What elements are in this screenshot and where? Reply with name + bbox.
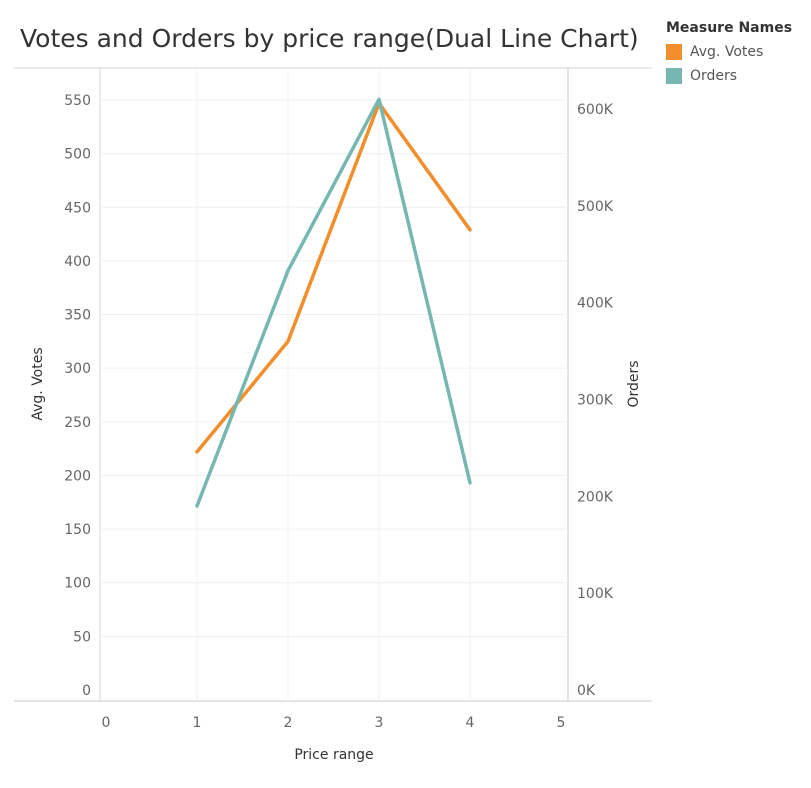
y-right-tick-label: 500K <box>577 199 614 215</box>
y-right-tick-label: 400K <box>577 296 614 312</box>
y-right-tick-label: 300K <box>577 393 614 409</box>
legend-label-orders: Orders <box>690 68 738 84</box>
y-left-axis-title: Avg. Votes <box>30 347 46 420</box>
y-left-tick-label: 100 <box>64 576 91 592</box>
x-tick-label: 5 <box>557 715 566 731</box>
y-right-tick-label: 0K <box>577 683 596 699</box>
y-left-tick-label: 350 <box>64 308 91 324</box>
x-tick-label: 1 <box>193 715 202 731</box>
legend-item-orders[interactable]: Orders <box>666 64 792 88</box>
series-line-orders <box>195 97 472 508</box>
legend-label-avg-votes: Avg. Votes <box>690 44 764 60</box>
y-left-tick-label: 550 <box>64 93 91 109</box>
y-right-tick-label: 200K <box>577 489 614 505</box>
y-left-tick-label: 250 <box>64 415 91 431</box>
x-tick-label: 4 <box>466 715 475 731</box>
y-right-tick-label: 600K <box>577 102 614 118</box>
y-right-axis-title: Orders <box>626 360 642 407</box>
x-tick-label: 0 <box>102 715 111 731</box>
legend-swatch-avg-votes <box>666 44 682 60</box>
legend-item-avg-votes[interactable]: Avg. Votes <box>666 40 792 64</box>
series-line-avg-votes <box>195 101 472 454</box>
y-left-tick-label: 500 <box>64 147 91 163</box>
legend-title: Measure Names <box>666 20 793 36</box>
y-left-tick-label: 300 <box>64 361 91 377</box>
chart-title: Votes and Orders by price range(Dual Lin… <box>20 24 639 53</box>
y-left-tick-label: 150 <box>64 522 91 538</box>
y-left-tick-label: 0 <box>82 683 91 699</box>
x-tick-label: 3 <box>375 715 384 731</box>
legend-swatch-orders <box>666 68 682 84</box>
legend: Measure Names Avg. Votes Orders <box>666 20 792 88</box>
y-left-tick-label: 400 <box>64 254 91 270</box>
y-left-tick-label: 450 <box>64 200 91 216</box>
y-right-tick-label: 100K <box>577 586 614 602</box>
x-axis-title: Price range <box>294 747 373 763</box>
x-tick-label: 2 <box>284 715 293 731</box>
y-left-tick-label: 200 <box>64 468 91 484</box>
y-left-tick-label: 50 <box>73 629 91 645</box>
